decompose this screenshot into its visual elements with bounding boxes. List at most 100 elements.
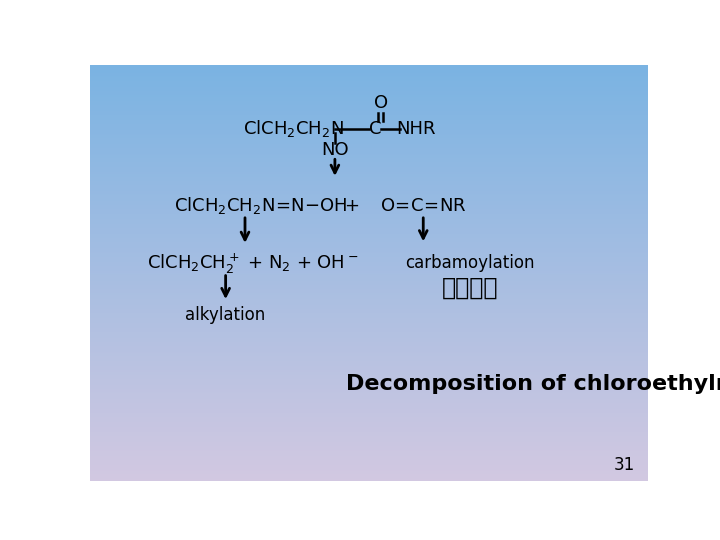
Bar <box>90 350 648 352</box>
Bar <box>90 332 648 334</box>
Bar <box>90 248 648 249</box>
Text: O: O <box>374 94 387 112</box>
Bar <box>90 361 648 363</box>
Bar <box>90 388 648 389</box>
Text: Decomposition of chloroethylnitrosoureas.: Decomposition of chloroethylnitrosoureas… <box>346 374 720 394</box>
Bar <box>90 427 648 428</box>
Bar <box>90 253 648 255</box>
Bar <box>90 188 648 190</box>
Bar <box>90 346 648 348</box>
Bar <box>90 221 648 223</box>
Bar <box>90 70 648 72</box>
Bar <box>90 197 648 198</box>
Bar <box>90 265 648 266</box>
Bar <box>90 195 648 197</box>
Bar <box>90 454 648 456</box>
Bar <box>90 305 648 306</box>
Bar <box>90 294 648 295</box>
Bar <box>90 202 648 204</box>
Bar <box>90 436 648 437</box>
Bar <box>90 442 648 443</box>
Bar <box>90 407 648 409</box>
Bar <box>90 432 648 434</box>
Bar <box>90 274 648 275</box>
Bar <box>90 266 648 267</box>
Bar <box>90 328 648 329</box>
Bar <box>90 331 648 332</box>
Bar <box>90 242 648 244</box>
Bar <box>90 192 648 194</box>
Bar <box>90 292 648 294</box>
Bar <box>90 418 648 420</box>
Bar <box>90 234 648 235</box>
Bar <box>90 158 648 159</box>
Bar <box>90 109 648 111</box>
Bar <box>90 239 648 241</box>
Bar <box>90 360 648 361</box>
Text: +: + <box>344 197 359 215</box>
Bar <box>90 339 648 341</box>
Bar <box>90 291 648 292</box>
Bar <box>90 77 648 79</box>
Bar <box>90 300 648 302</box>
Bar <box>90 228 648 230</box>
Bar <box>90 258 648 259</box>
Text: ClCH$_2$CH$_2$N: ClCH$_2$CH$_2$N <box>243 118 344 139</box>
Bar <box>90 91 648 92</box>
Bar <box>90 356 648 357</box>
Bar <box>90 312 648 313</box>
Bar <box>90 380 648 381</box>
Bar <box>90 406 648 407</box>
Text: ClCH$_2$CH$_2$N$\!=\!$N$-$OH: ClCH$_2$CH$_2$N$\!=\!$N$-$OH <box>174 195 347 216</box>
Bar <box>90 166 648 167</box>
Bar <box>90 322 648 324</box>
Bar <box>90 441 648 442</box>
Bar <box>90 80 648 82</box>
Bar <box>90 249 648 251</box>
Bar <box>90 181 648 183</box>
Text: NHR: NHR <box>396 120 436 138</box>
Bar <box>90 116 648 118</box>
Bar <box>90 73 648 75</box>
Bar <box>90 299 648 300</box>
Bar <box>90 245 648 246</box>
Bar <box>90 131 648 133</box>
Bar <box>90 187 648 188</box>
Bar <box>90 198 648 199</box>
Bar <box>90 479 648 481</box>
Bar <box>90 378 648 380</box>
Bar <box>90 126 648 127</box>
Bar <box>90 397 648 399</box>
Bar <box>90 224 648 226</box>
Bar <box>90 411 648 413</box>
Bar <box>90 92 648 94</box>
Bar <box>90 75 648 76</box>
Bar <box>90 106 648 108</box>
Bar <box>90 472 648 474</box>
Bar <box>90 83 648 84</box>
Bar <box>90 307 648 309</box>
Bar <box>90 76 648 77</box>
Bar <box>90 474 648 475</box>
Bar <box>90 212 648 213</box>
Bar <box>90 118 648 119</box>
Bar <box>90 155 648 156</box>
Bar <box>90 263 648 265</box>
Bar <box>90 99 648 101</box>
Bar <box>90 201 648 202</box>
Bar <box>90 431 648 432</box>
Bar <box>90 206 648 207</box>
Bar <box>90 429 648 431</box>
Bar <box>90 422 648 424</box>
Bar <box>90 395 648 396</box>
Bar <box>90 172 648 173</box>
Bar <box>90 89 648 90</box>
Bar <box>90 314 648 316</box>
Bar <box>90 382 648 383</box>
Bar <box>90 156 648 158</box>
Bar <box>90 280 648 281</box>
Bar <box>90 287 648 288</box>
Bar <box>90 267 648 268</box>
Bar <box>90 465 648 467</box>
Bar <box>90 400 648 402</box>
